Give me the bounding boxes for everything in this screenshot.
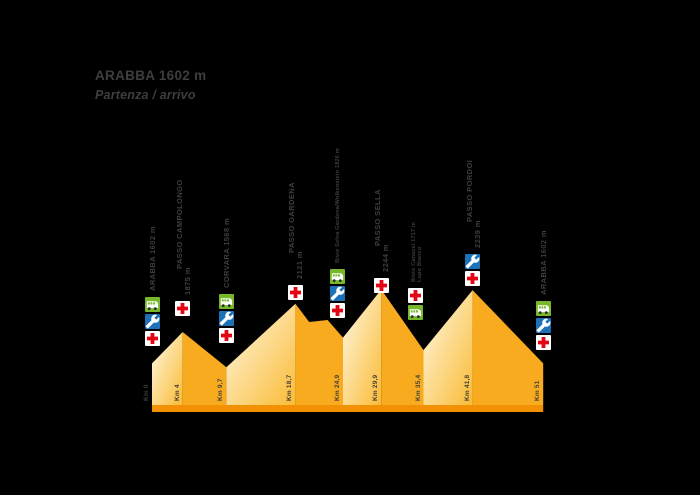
profile-ascent-face	[423, 290, 473, 405]
bike-service-wrench-icon	[465, 254, 481, 269]
first-aid-cross-icon	[287, 285, 303, 300]
first-aid-cross-icon	[218, 328, 234, 343]
waypoint-name: Bivio Canazei 1717 m	[410, 222, 417, 282]
km-label-1: Km 4	[173, 384, 181, 401]
waypoint-label-2: CORVARA 1568 m	[222, 217, 232, 288]
first-aid-cross-icon	[329, 303, 345, 318]
waypoint-elevation: 2121 m	[295, 251, 305, 279]
bike-service-wrench-icon	[329, 286, 345, 301]
first-aid-cross-icon	[175, 301, 191, 316]
shuttle-bus-icon	[535, 301, 551, 316]
waypoint-label-3: PASSO GARDENA 2121 m	[287, 182, 305, 279]
profile-descent-face	[472, 290, 544, 405]
first-aid-cross-icon	[535, 335, 551, 350]
profile-descent-face	[182, 332, 227, 405]
profile-descent-face	[381, 289, 424, 405]
first-aid-cross-icon	[465, 271, 481, 286]
waypoint-label-7: PASSO PORDOI 2239 m	[465, 160, 482, 248]
waypoint-elevation: 2239 m	[472, 220, 482, 248]
baseline-strip	[152, 405, 544, 412]
shuttle-bus-icon	[408, 305, 423, 320]
km-label-2: Km 9,7	[217, 378, 225, 401]
waypoint-name: CORVARA 1568 m	[222, 217, 232, 288]
page-subtitle: Partenza / arrivo	[95, 88, 196, 102]
waypoint-label-1: PASSO CAMPOLONGO 1875 m	[175, 179, 192, 295]
km-label-5: Km 29,9	[372, 374, 380, 401]
km-label-7: Km 41,8	[463, 374, 471, 401]
first-aid-cross-icon	[373, 278, 389, 293]
waypoint-name: Bivio Selva Gardena/Wolkenstein 1826 m	[335, 148, 341, 263]
bike-service-wrench-icon	[144, 314, 160, 329]
bike-service-wrench-icon	[218, 311, 234, 326]
shuttle-bus-icon	[144, 297, 160, 312]
waypoint-label-5: PASSO SELLA 2244 m	[373, 189, 391, 272]
first-aid-cross-icon	[408, 288, 423, 303]
km-label-0: Km 0	[143, 384, 150, 401]
bike-service-wrench-icon	[535, 318, 551, 333]
waypoint-label-4: Bivio Selva Gardena/Wolkenstein 1826 m	[335, 148, 341, 263]
km-label-4: Km 24,9	[334, 374, 341, 401]
km-label-8: Km 51	[534, 380, 542, 401]
waypoint-label-8: ARABBA 1602 m	[539, 230, 549, 295]
km-label-6: Km 35,4	[414, 374, 422, 401]
waypoint-name: ARABBA 1602 m	[539, 230, 549, 295]
waypoint-elevation: 1875 m	[182, 267, 192, 295]
profile-descent-face	[295, 303, 343, 405]
waypoint-label-6: Bivio Canazei 1717 m Lupo Bianco	[411, 222, 423, 282]
profile-ascent-face	[226, 303, 296, 405]
waypoint-elevation: 2244 m	[381, 244, 391, 272]
profile-ascent-face	[343, 289, 382, 405]
waypoint-name: ARABBA 1602 m	[148, 226, 157, 291]
waypoint-label-0: ARABBA 1602 m	[148, 226, 157, 291]
shuttle-bus-icon	[218, 294, 234, 309]
profile-ascent-face	[152, 332, 183, 405]
page-title: ARABBA 1602 m	[95, 68, 207, 83]
shuttle-bus-icon	[329, 269, 345, 284]
waypoint-elevation: Lupo Bianco	[416, 246, 423, 282]
first-aid-cross-icon	[144, 331, 160, 346]
km-label-3: Km 18,7	[286, 374, 294, 401]
